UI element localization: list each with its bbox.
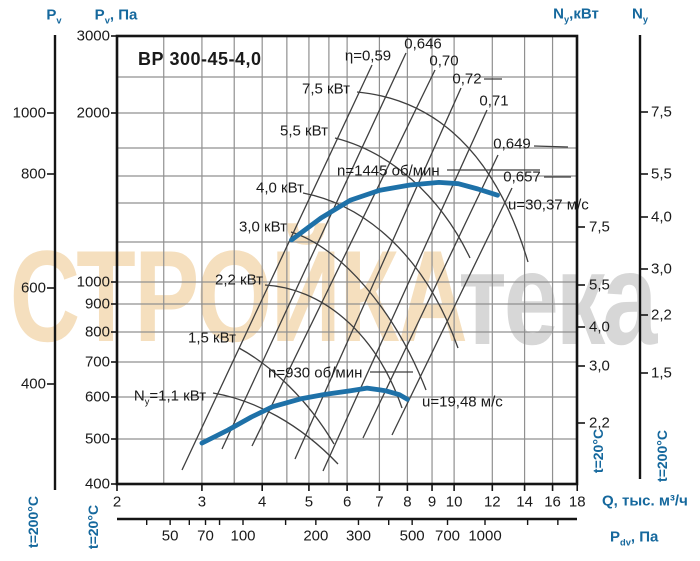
efficiency-label: 0,71 [479,92,509,110]
power-label: 5,5 кВт [280,122,328,140]
tick-label-q: 5 [304,493,314,511]
tick-label-pv-inner: 900 [84,295,110,313]
tick-label-pv-outer: 1000 [12,104,46,122]
tick-label-ny-inner: 5,5 [589,276,610,294]
tick-label-q: 4 [258,493,267,511]
power-label: Ny=1,1 кВт [133,387,207,407]
tick-label-q: 12 [483,493,501,511]
temp-label-left-inner: t=20°C [85,504,101,550]
tick-label-q: 10 [445,493,463,511]
speed-label-930: n=930 об/мин [268,364,363,382]
tick-label-q: 16 [544,493,561,511]
tick-label-q: 14 [516,493,533,511]
tick-label-pdv: 500 [399,527,425,545]
axis-title-pdv: Pdv, Па [610,528,659,548]
temp-label-left-outer: t=200°C [25,496,41,548]
watermark-left: СТРОЙКА [10,222,467,369]
efficiency-line [181,64,373,471]
tick-label-ny-inner: 3,0 [589,357,610,375]
fan-curve-n930 [199,385,410,446]
power-curve [302,192,459,349]
tick-label-q: 8 [403,493,412,511]
axis-title-ny-inner: Ny,кВт [553,5,599,25]
tick-label-q: 6 [342,493,352,511]
tick-label-q: 7 [375,493,384,511]
tick-label-pdv: 50 [161,527,179,545]
power-label: 2,2 кВт [215,271,263,289]
tick-label-pdv: 100 [230,527,256,545]
tick-label-ny-outer: 2,2 [651,306,672,324]
tick-label-ny-inner: 2,2 [589,414,610,432]
axis-title-q: Q, тыс. м³/ч [602,492,688,510]
efficiency-label: 0,72 [452,70,482,88]
tick-label-pv-inner: 800 [84,323,110,341]
tick-label-pv-outer: 600 [20,279,46,297]
power-label: 4,0 кВт [256,179,304,197]
tick-label-ny-outer: 1,5 [651,364,672,382]
efficiency-label: 0,646 [404,35,442,53]
efficiency-label: 0,649 [493,135,531,153]
power-label: 1,5 кВт [188,329,236,347]
tick-label-ny-outer: 5,5 [651,165,672,183]
efficiency-label: 0,70 [429,52,459,70]
tick-label-pdv: 200 [303,527,329,545]
power-label: 3,0 кВт [239,218,287,236]
axis-title-ny-outer: Ny [631,5,649,25]
axis-title-pv-outer: Pv [46,6,62,26]
tick-label-ny-outer: 4,0 [651,208,672,226]
power-curve [356,91,529,263]
tick-label-q: 9 [427,493,437,511]
fan-curve-n1445 [289,180,500,243]
power-curve [334,137,471,259]
efficiency-line [391,187,513,436]
u-label-1445: u=30,37 м/с [508,196,589,214]
tick-label-ny-outer: 7,5 [651,103,672,121]
watermark-right: тека [458,224,658,372]
efficiency-label: 0,657 [503,168,541,186]
tick-label-ny-inner: 7,5 [589,218,610,236]
power-curve [264,284,403,409]
tick-label-pv-outer: 800 [20,165,46,183]
u-label-930: u=19,48 м/с [422,393,503,411]
tick-label-ny-inner: 4,0 [589,318,610,336]
tick-label-pdv: 1000 [468,527,502,545]
tick-label-pv-outer: 400 [20,375,46,393]
tick-label-pv-inner: 500 [84,430,110,448]
axis-title-pv-inner: Pv, Па [94,6,138,26]
page-title: ВР 300-45-4,0 [138,49,262,69]
efficiency-line [221,52,407,450]
tick-label-pv-inner: 2000 [76,104,110,122]
power-curve [212,392,339,465]
tick-label-q: 3 [197,493,207,511]
speed-label-1445: n=1445 об/мин [337,162,440,180]
tick-label-pdv: 70 [197,527,214,545]
tick-label-q: 18 [568,493,586,511]
tick-label-pv-inner: 600 [84,388,110,406]
power-curve [290,231,427,391]
temp-label-right-outer: t=200°C [654,430,670,482]
efficiency-line [251,69,436,447]
tick-label-pv-inner: 1000 [76,273,110,291]
tick-label-pdv: 700 [434,527,461,545]
efficiency-label: η=0,59 [344,47,392,65]
tick-label-pv-inner: 700 [84,353,110,371]
power-label: 7,5 кВт [302,80,350,98]
tick-label-pv-inner: 400 [84,475,110,493]
tick-label-q: 2 [112,493,122,511]
tick-label-pdv: 300 [345,527,371,545]
tick-label-pv-inner: 3000 [76,27,110,45]
power-curve [238,347,335,445]
tick-label-ny-outer: 3,0 [651,260,672,278]
leader-line [533,145,569,148]
temp-label-right-inner: t=20°C [590,428,606,474]
